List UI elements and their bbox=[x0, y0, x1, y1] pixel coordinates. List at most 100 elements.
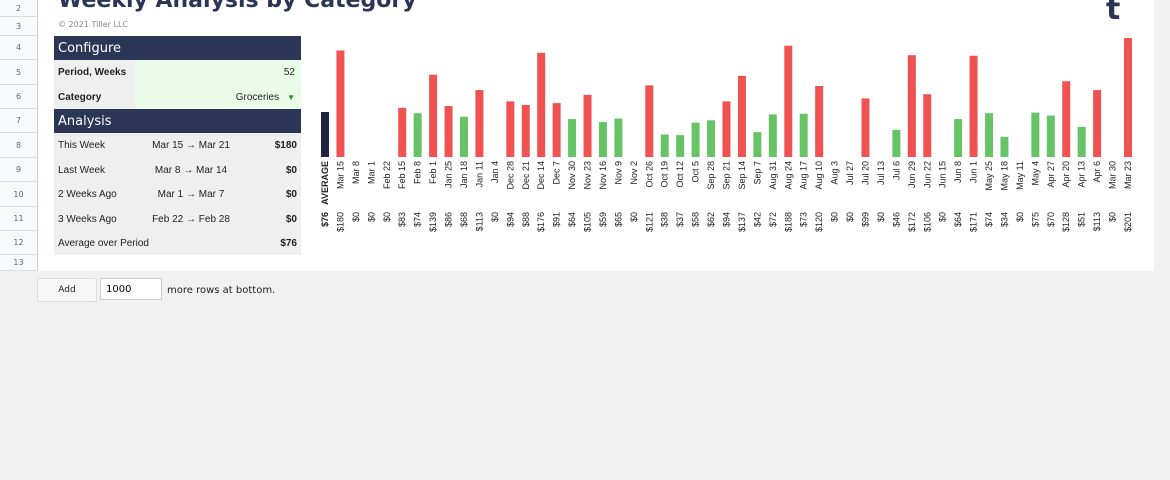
category-label: Oct 19 bbox=[660, 161, 670, 188]
category-label: Jan 18 bbox=[459, 161, 469, 188]
category-label: Jun 29 bbox=[907, 161, 917, 188]
bar bbox=[969, 55, 978, 157]
analysis-range: Feb 22 → Feb 28 bbox=[152, 213, 230, 225]
analysis-label: 3 Weeks Ago bbox=[58, 213, 117, 225]
category-label: Nov 9 bbox=[613, 161, 623, 185]
row-number[interactable]: 9 bbox=[0, 158, 37, 182]
add-rows-button[interactable]: Add bbox=[37, 278, 97, 302]
bar bbox=[598, 122, 607, 157]
period-value[interactable]: 52 bbox=[283, 67, 295, 78]
row-number[interactable]: 8 bbox=[0, 133, 37, 158]
value-label: $0 bbox=[938, 212, 948, 222]
value-label: $94 bbox=[722, 212, 732, 227]
bar bbox=[768, 114, 777, 157]
analysis-header: Analysis bbox=[54, 109, 301, 133]
value-label: $68 bbox=[459, 212, 469, 227]
category-label: Jan 25 bbox=[444, 161, 454, 188]
value-label: $113 bbox=[1092, 212, 1102, 231]
category-label: Sep 14 bbox=[737, 161, 747, 190]
category-label: Dec 14 bbox=[536, 161, 546, 190]
category-label: Aug 31 bbox=[768, 161, 778, 190]
category-label: Feb 8 bbox=[413, 161, 423, 184]
weekly-bar-chart: AVERAGE $76 Mar 15 $180 Mar 8 $0 Mar 1 $0 Feb 22… bbox=[320, 38, 1133, 232]
bar bbox=[1046, 115, 1055, 157]
bar bbox=[321, 112, 329, 157]
analysis-amount: $0 bbox=[285, 213, 297, 225]
analysis-range: Mar 8 → Mar 14 bbox=[154, 164, 228, 176]
category-label: Feb 22 bbox=[382, 161, 392, 189]
bar bbox=[753, 132, 762, 157]
value-label: $75 bbox=[1030, 212, 1040, 227]
value-label: $0 bbox=[490, 212, 500, 222]
value-label: $42 bbox=[752, 212, 762, 227]
value-label: $34 bbox=[999, 212, 1009, 227]
category-label: Nov 23 bbox=[583, 161, 593, 190]
category-label: Apr 20 bbox=[1061, 161, 1071, 188]
category-dropdown[interactable]: Groceries ▼ bbox=[135, 85, 301, 109]
value-label: $113 bbox=[474, 212, 484, 231]
bar bbox=[537, 52, 546, 157]
analysis-range: Mar 1 → Mar 7 bbox=[157, 189, 225, 200]
value-label: $120 bbox=[814, 212, 824, 232]
category-label: Mar 1 bbox=[366, 161, 376, 184]
period-row: Period, Weeks 52 bbox=[54, 60, 301, 85]
analysis-row: Average over Period $76 bbox=[54, 231, 301, 255]
category-value[interactable]: Groceries bbox=[235, 91, 280, 103]
category-label: May 25 bbox=[984, 161, 994, 191]
bar bbox=[475, 90, 484, 157]
value-label: $64 bbox=[953, 212, 963, 227]
row-number[interactable]: 6 bbox=[0, 85, 37, 109]
category-label: Dec 28 bbox=[505, 161, 515, 190]
row-number[interactable]: 11 bbox=[0, 207, 37, 231]
category-label: Aug 10 bbox=[814, 161, 824, 190]
period-input[interactable]: 52 bbox=[135, 60, 301, 85]
category-label: Sep 7 bbox=[752, 161, 762, 185]
bar bbox=[815, 85, 824, 157]
bar bbox=[799, 113, 808, 157]
category-label: Jul 20 bbox=[860, 161, 870, 185]
row-number[interactable]: 13 bbox=[0, 255, 37, 271]
bar bbox=[660, 134, 669, 157]
bar bbox=[398, 107, 407, 157]
row-number[interactable]: 4 bbox=[0, 36, 37, 60]
category-label: Jan 4 bbox=[490, 161, 500, 183]
bar bbox=[737, 75, 746, 157]
analysis-row: This Week Mar 15 → Mar 21 $180 bbox=[54, 133, 301, 158]
analysis-amount: $0 bbox=[285, 189, 297, 200]
category-label: Sep 21 bbox=[722, 161, 732, 190]
row-number[interactable]: 7 bbox=[0, 109, 37, 133]
bar bbox=[429, 74, 438, 157]
row-number[interactable]: 12 bbox=[0, 231, 37, 255]
bar bbox=[568, 119, 577, 157]
value-label: $38 bbox=[660, 212, 670, 227]
row-number[interactable]: 3 bbox=[0, 17, 37, 36]
value-label: $74 bbox=[413, 212, 423, 227]
value-label: $37 bbox=[675, 212, 685, 227]
value-label: $137 bbox=[737, 212, 747, 232]
row-number[interactable]: 5 bbox=[0, 60, 37, 85]
category-label: Aug 3 bbox=[830, 161, 840, 185]
analysis-label: 2 Weeks Ago bbox=[58, 189, 117, 200]
dropdown-arrow-icon[interactable]: ▼ bbox=[287, 92, 295, 102]
category-label: Feb 15 bbox=[397, 161, 407, 189]
value-label: $94 bbox=[505, 212, 515, 227]
category-label: Category bbox=[58, 91, 102, 103]
bar bbox=[861, 98, 870, 157]
value-label: $76 bbox=[320, 212, 330, 227]
category-label: Jun 1 bbox=[969, 161, 979, 183]
category-label: Apr 13 bbox=[1077, 161, 1087, 188]
category-label: Jun 22 bbox=[922, 161, 932, 188]
bar bbox=[583, 94, 592, 157]
rows-count-input[interactable] bbox=[100, 278, 162, 300]
bar bbox=[985, 113, 994, 157]
category-label: Nov 16 bbox=[598, 161, 608, 190]
bar bbox=[521, 104, 530, 157]
value-label: $73 bbox=[799, 212, 809, 227]
value-label: $46 bbox=[891, 212, 901, 227]
analysis-amount: $76 bbox=[280, 237, 297, 249]
value-label: $99 bbox=[860, 212, 870, 227]
bar bbox=[1062, 81, 1071, 157]
row-number[interactable]: 10 bbox=[0, 182, 37, 207]
bar bbox=[1093, 90, 1102, 157]
row-number[interactable]: 2 bbox=[0, 0, 37, 17]
